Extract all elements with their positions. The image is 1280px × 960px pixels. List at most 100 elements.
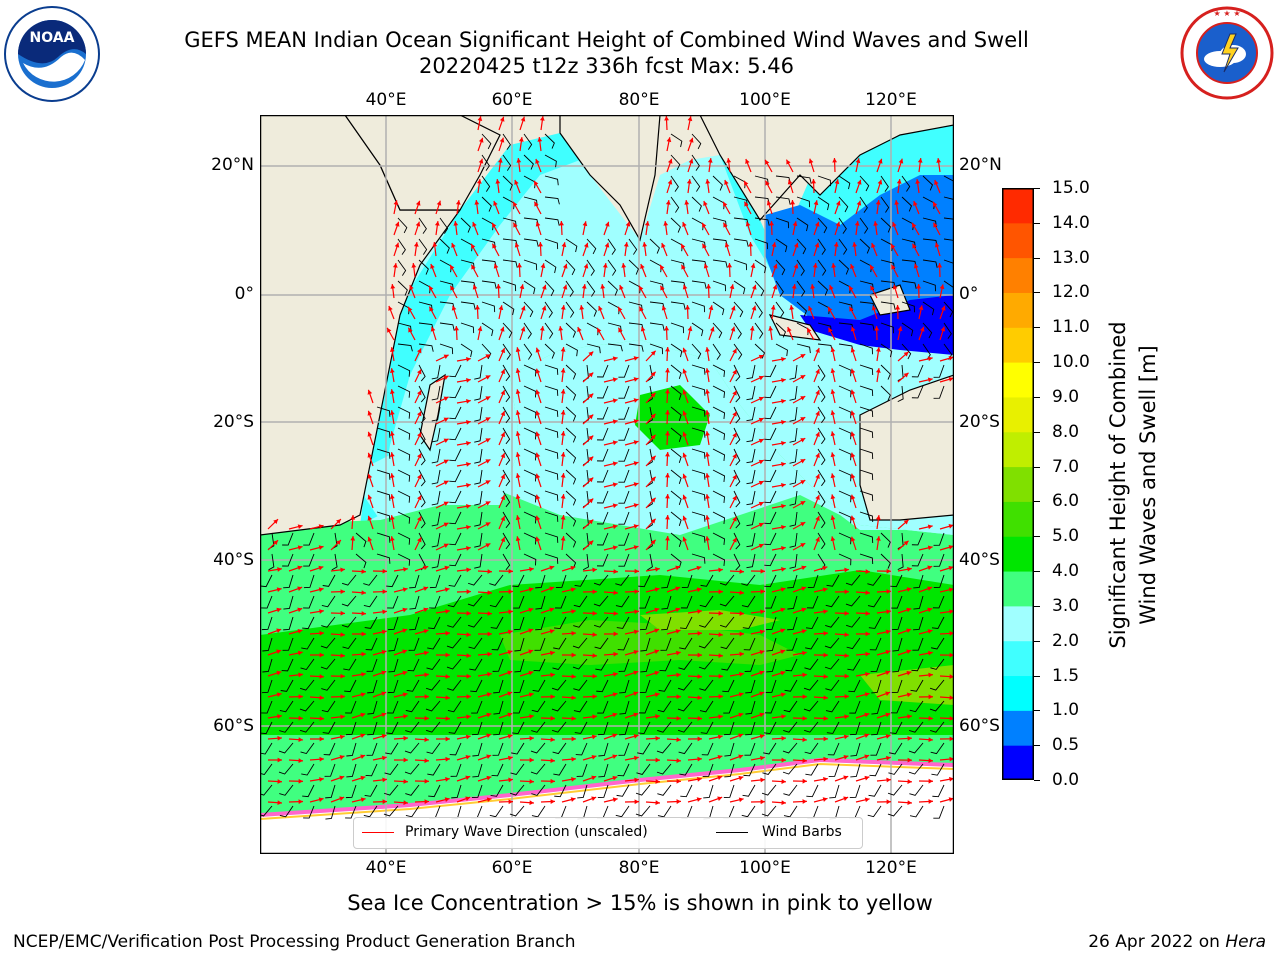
wind-barb xyxy=(789,448,798,464)
wind-barb xyxy=(943,175,954,182)
wave-direction-arrowhead xyxy=(466,694,471,700)
wind-barb xyxy=(468,637,483,650)
wind-barb xyxy=(670,322,685,334)
colorbar-tick xyxy=(1034,745,1040,747)
wave-direction-arrowhead xyxy=(445,777,450,782)
wind-barb xyxy=(397,280,408,296)
wind-barb xyxy=(502,322,513,339)
wave-direction-arrowhead xyxy=(297,650,303,656)
wind-barb xyxy=(929,679,945,691)
wind-barb xyxy=(418,385,426,403)
wind-barb xyxy=(733,406,741,424)
wind-barb xyxy=(824,658,840,670)
wave-direction-arrowhead xyxy=(705,473,710,478)
wind-barb xyxy=(670,385,682,401)
wave-direction-arrowhead xyxy=(650,518,656,524)
wind-barb xyxy=(789,406,798,422)
wind-barb xyxy=(701,742,714,756)
wave-direction-arrowhead xyxy=(748,242,754,247)
wind-barb xyxy=(880,322,894,334)
wave-direction-arrowhead xyxy=(562,284,568,290)
wind-barb xyxy=(447,595,462,608)
wave-direction-arrowhead xyxy=(684,200,690,205)
wind-barb xyxy=(733,322,742,339)
wind-barb xyxy=(787,574,798,589)
wind-barb xyxy=(892,658,903,673)
wave-direction-arrowhead xyxy=(445,756,450,762)
wind-barb xyxy=(409,574,420,589)
wave-direction-arrowhead xyxy=(541,284,547,290)
colorbar-tick xyxy=(1034,257,1040,259)
wave-direction-arrowhead xyxy=(682,452,688,458)
wave-direction-arrowhead xyxy=(588,519,594,525)
wind-barb xyxy=(838,511,852,524)
wind-barb xyxy=(733,301,744,318)
wave-direction-arrowhead xyxy=(823,756,828,762)
wind-barb xyxy=(565,532,577,548)
wind-barb xyxy=(439,238,450,254)
wave-direction-arrowhead xyxy=(487,672,492,677)
wave-direction-arrowhead xyxy=(500,516,505,522)
wave-direction-arrowhead xyxy=(518,137,524,142)
wave-direction-arrowhead xyxy=(415,221,421,227)
wind-barb xyxy=(278,763,294,775)
wave-direction-arrowhead xyxy=(529,800,534,806)
wave-direction-arrowhead xyxy=(367,431,373,437)
wave-direction-arrowhead xyxy=(765,180,770,186)
continents xyxy=(260,115,954,536)
wave-direction-arrowhead xyxy=(907,566,912,572)
colorbar-tick xyxy=(1034,571,1040,573)
wave-direction-arrowhead xyxy=(486,754,492,760)
wind-barb xyxy=(544,406,559,417)
wave-direction-arrowhead xyxy=(549,607,555,613)
wave-direction-arrowhead xyxy=(560,494,566,499)
lat-label-right-5: 60°S xyxy=(959,716,1000,736)
wind-barb xyxy=(531,721,546,733)
wave-direction-arrowhead xyxy=(485,396,491,401)
wave-direction-arrowhead xyxy=(937,263,943,268)
wave-direction-arrowhead xyxy=(424,758,429,764)
wave-direction-arrowhead xyxy=(917,158,923,163)
lon-label-top-1: 40°E xyxy=(365,90,407,110)
wave-direction-arrowhead xyxy=(623,242,629,247)
wave-direction-arrowhead xyxy=(830,368,836,374)
wave-direction-arrowhead xyxy=(618,306,623,312)
wind-barb xyxy=(670,343,683,358)
wind-barb xyxy=(554,784,567,798)
wind-barb xyxy=(418,469,426,487)
wind-barb xyxy=(825,679,840,691)
wave-direction-arrowhead xyxy=(892,222,897,227)
wave-direction-arrowhead xyxy=(560,305,566,310)
wave-direction-arrowhead xyxy=(444,587,450,593)
wind-barb xyxy=(405,721,420,733)
wave-direction-arrowhead xyxy=(571,652,576,658)
wave-direction-arrowhead xyxy=(550,737,555,743)
wind-barb xyxy=(681,595,693,609)
wave-direction-arrowhead xyxy=(718,673,723,679)
wave-direction-arrowhead xyxy=(392,263,398,268)
wind-barb xyxy=(733,553,741,571)
wind-barb xyxy=(703,784,714,799)
wind-barb xyxy=(838,385,852,398)
wind-barb xyxy=(261,700,273,714)
wind-barb xyxy=(647,469,653,487)
wind-barb xyxy=(782,742,798,754)
wave-direction-arrowhead xyxy=(896,179,902,184)
wave-direction-arrowhead xyxy=(408,327,413,333)
wave-direction-arrowhead xyxy=(535,452,541,458)
wave-direction-arrowhead xyxy=(822,797,828,802)
wind-barb xyxy=(418,406,426,424)
wave-direction-arrowhead xyxy=(498,305,504,311)
wave-direction-arrowhead xyxy=(770,305,776,310)
wind-barb xyxy=(838,427,852,440)
wave-direction-arrowhead xyxy=(277,779,282,784)
wave-direction-arrowhead xyxy=(298,737,303,743)
wave-direction-arrowhead xyxy=(507,712,513,718)
wind-barb xyxy=(597,469,609,483)
wave-direction-arrowhead xyxy=(453,221,459,226)
wave-direction-arrowhead xyxy=(682,431,688,437)
wind-barb xyxy=(397,385,411,398)
wind-barb xyxy=(859,364,874,376)
wind-barb xyxy=(838,532,852,545)
colorbar-segment xyxy=(1002,188,1034,224)
